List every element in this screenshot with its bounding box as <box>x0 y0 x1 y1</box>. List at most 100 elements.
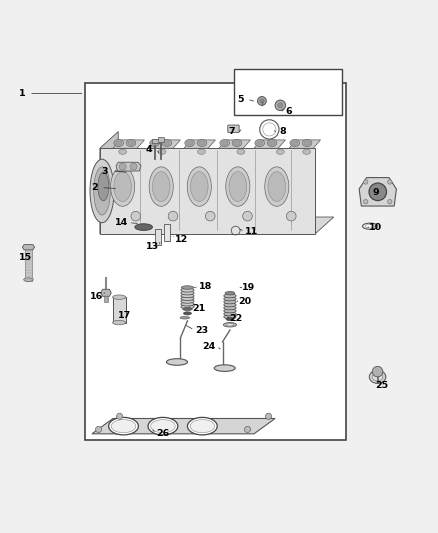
Polygon shape <box>100 217 334 233</box>
Ellipse shape <box>151 419 175 433</box>
Ellipse shape <box>197 140 207 147</box>
Ellipse shape <box>181 288 194 292</box>
Ellipse shape <box>222 141 228 145</box>
Polygon shape <box>92 418 275 434</box>
Circle shape <box>278 103 283 108</box>
Bar <box>25 249 32 280</box>
Ellipse shape <box>149 167 173 206</box>
Text: 22: 22 <box>229 314 242 322</box>
Circle shape <box>372 366 383 377</box>
Polygon shape <box>113 140 145 148</box>
Ellipse shape <box>286 211 296 221</box>
Text: 18: 18 <box>199 282 212 290</box>
Ellipse shape <box>276 149 284 155</box>
Text: 1: 1 <box>18 89 25 98</box>
Ellipse shape <box>110 167 135 206</box>
Ellipse shape <box>181 302 194 306</box>
Ellipse shape <box>181 286 194 289</box>
Text: 12: 12 <box>175 235 188 244</box>
Circle shape <box>260 99 264 103</box>
Ellipse shape <box>229 172 247 201</box>
Text: 8: 8 <box>279 127 286 136</box>
Ellipse shape <box>198 149 205 155</box>
Ellipse shape <box>243 211 252 221</box>
Polygon shape <box>149 140 180 148</box>
Circle shape <box>265 413 272 419</box>
Circle shape <box>275 100 286 110</box>
Ellipse shape <box>113 295 126 300</box>
Text: 3: 3 <box>102 166 108 175</box>
Polygon shape <box>101 289 111 296</box>
Ellipse shape <box>214 365 235 372</box>
Ellipse shape <box>181 294 194 297</box>
Ellipse shape <box>224 297 236 301</box>
Ellipse shape <box>111 419 136 433</box>
Ellipse shape <box>187 167 211 206</box>
Ellipse shape <box>135 224 152 230</box>
Ellipse shape <box>224 315 236 319</box>
Ellipse shape <box>237 149 245 155</box>
Circle shape <box>364 180 368 184</box>
Ellipse shape <box>181 299 194 303</box>
Polygon shape <box>22 245 35 250</box>
Text: 14: 14 <box>115 218 128 227</box>
Circle shape <box>117 413 123 419</box>
Text: 5: 5 <box>237 95 243 104</box>
Polygon shape <box>152 139 159 143</box>
Ellipse shape <box>191 172 208 201</box>
Ellipse shape <box>166 359 187 365</box>
Ellipse shape <box>372 373 383 381</box>
Ellipse shape <box>98 172 109 201</box>
Ellipse shape <box>303 149 311 155</box>
Ellipse shape <box>162 140 172 147</box>
Ellipse shape <box>365 224 375 228</box>
Ellipse shape <box>113 320 126 325</box>
Ellipse shape <box>234 141 240 145</box>
Polygon shape <box>359 177 396 206</box>
Ellipse shape <box>267 140 277 147</box>
Ellipse shape <box>225 292 235 295</box>
Ellipse shape <box>369 370 386 383</box>
Ellipse shape <box>158 149 166 155</box>
Text: 24: 24 <box>203 342 216 351</box>
Polygon shape <box>100 132 118 233</box>
Ellipse shape <box>226 318 234 320</box>
Ellipse shape <box>190 419 215 433</box>
Text: 19: 19 <box>242 283 255 292</box>
Ellipse shape <box>94 167 110 215</box>
Bar <box>155 229 161 246</box>
Circle shape <box>119 163 126 170</box>
Text: 21: 21 <box>193 304 206 313</box>
Bar <box>164 223 170 241</box>
Ellipse shape <box>131 211 141 221</box>
Ellipse shape <box>223 322 237 327</box>
Text: 26: 26 <box>156 429 170 438</box>
FancyBboxPatch shape <box>228 125 239 133</box>
Ellipse shape <box>180 317 190 319</box>
Ellipse shape <box>265 167 289 206</box>
Ellipse shape <box>126 140 136 147</box>
Ellipse shape <box>152 172 170 201</box>
Ellipse shape <box>205 211 215 221</box>
Circle shape <box>388 180 392 184</box>
Circle shape <box>388 199 392 204</box>
Polygon shape <box>289 140 321 148</box>
Ellipse shape <box>224 306 236 310</box>
Text: 16: 16 <box>90 292 103 301</box>
Ellipse shape <box>224 303 236 307</box>
Text: 11: 11 <box>245 227 258 236</box>
Text: 7: 7 <box>229 127 236 136</box>
Bar <box>234 69 342 115</box>
Ellipse shape <box>148 417 178 435</box>
Ellipse shape <box>302 140 312 147</box>
Ellipse shape <box>119 149 127 155</box>
Ellipse shape <box>269 141 275 145</box>
Ellipse shape <box>187 141 193 145</box>
Ellipse shape <box>116 141 122 145</box>
Ellipse shape <box>304 141 310 145</box>
Polygon shape <box>158 138 164 142</box>
Ellipse shape <box>292 141 298 145</box>
Circle shape <box>263 123 276 136</box>
Ellipse shape <box>152 141 158 145</box>
Text: 15: 15 <box>19 253 32 262</box>
